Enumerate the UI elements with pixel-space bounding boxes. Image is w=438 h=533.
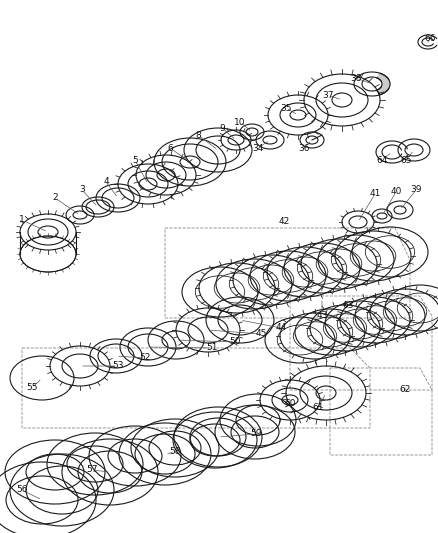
Text: 57: 57	[86, 465, 98, 474]
Text: 1: 1	[19, 215, 25, 224]
Text: 65: 65	[399, 156, 411, 165]
Text: 64: 64	[375, 156, 387, 165]
Text: 35: 35	[279, 103, 291, 112]
Text: 10: 10	[234, 117, 245, 126]
Text: 62: 62	[399, 385, 410, 394]
Text: 59: 59	[250, 430, 261, 439]
Text: 40: 40	[389, 188, 401, 197]
Text: 43: 43	[316, 311, 327, 319]
Text: 2: 2	[52, 193, 58, 203]
Text: 6: 6	[167, 143, 173, 152]
Text: 36: 36	[297, 143, 309, 152]
Text: 41: 41	[368, 190, 380, 198]
Text: 66: 66	[423, 34, 435, 43]
Text: 56: 56	[16, 486, 28, 495]
Text: 37: 37	[321, 91, 333, 100]
Text: 55: 55	[26, 384, 38, 392]
Text: 42: 42	[278, 217, 289, 227]
Text: 51: 51	[206, 343, 217, 352]
Text: 4: 4	[103, 177, 109, 187]
Text: 58: 58	[169, 448, 180, 456]
Text: 39: 39	[410, 185, 421, 195]
Polygon shape	[376, 74, 389, 95]
Text: 9: 9	[219, 124, 224, 133]
Text: 53: 53	[112, 361, 124, 370]
Text: 44: 44	[275, 324, 286, 333]
Text: 50: 50	[229, 337, 240, 346]
Text: 34: 34	[252, 143, 263, 152]
Text: 3: 3	[79, 185, 85, 195]
Text: 8: 8	[194, 131, 201, 140]
Text: 5: 5	[132, 156, 138, 165]
Text: 38: 38	[350, 74, 361, 83]
Text: 45: 45	[255, 329, 266, 338]
Text: 52: 52	[139, 353, 150, 362]
Text: 63: 63	[342, 301, 353, 310]
Text: 60: 60	[283, 400, 295, 408]
Text: 61: 61	[311, 403, 323, 413]
